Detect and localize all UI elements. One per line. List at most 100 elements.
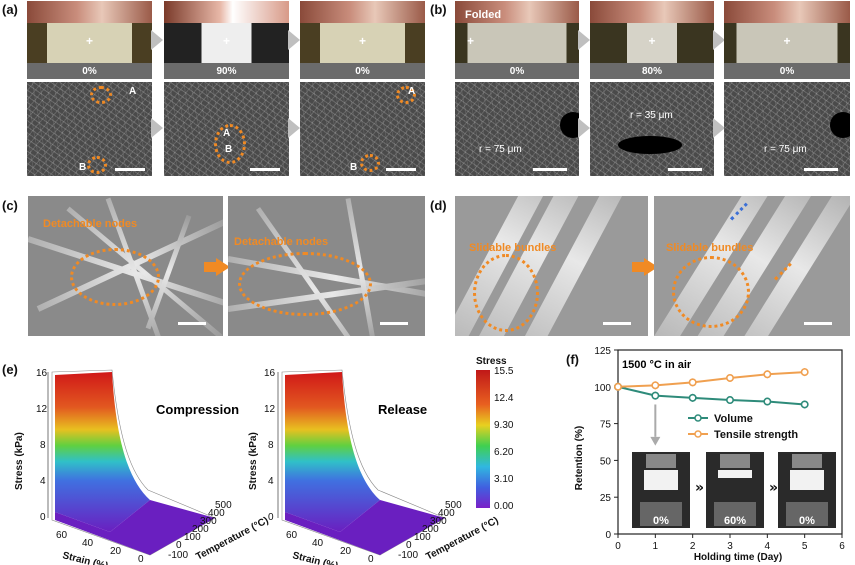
svg-text:100: 100 bbox=[184, 532, 201, 543]
annotation: Slidable bundles bbox=[469, 242, 557, 254]
base-plate bbox=[640, 502, 682, 526]
annotation: Detachable nodes bbox=[234, 236, 329, 248]
data-point bbox=[726, 396, 735, 405]
photo-strain-label: 0% bbox=[653, 515, 669, 527]
data-point bbox=[800, 400, 809, 409]
strain-photo-2: + 90% bbox=[164, 1, 289, 79]
panel-d-label: (d) bbox=[430, 198, 447, 213]
folded-label: Folded bbox=[465, 9, 502, 21]
strain-label: 80% bbox=[641, 66, 662, 77]
svg-text:20: 20 bbox=[110, 546, 122, 557]
base-plate bbox=[714, 502, 756, 526]
colorbar-ticks: 15.5 12.4 9.30 6.20 3.10 0.00 bbox=[494, 366, 514, 512]
condition-label: 1500 °C in air bbox=[622, 359, 692, 371]
y-tick-label: 0 bbox=[605, 530, 611, 541]
svg-text:400: 400 bbox=[208, 508, 225, 519]
sem-image-3: A B bbox=[300, 82, 425, 176]
svg-text:40: 40 bbox=[82, 538, 94, 549]
legend-marker bbox=[694, 430, 702, 438]
panel-c-label: (c) bbox=[2, 198, 18, 213]
svg-text:20: 20 bbox=[340, 546, 352, 557]
y-tick-label: 125 bbox=[594, 346, 611, 357]
svg-text:400: 400 bbox=[438, 508, 455, 519]
svg-text:0: 0 bbox=[40, 512, 46, 523]
sem-bundles-before: Slidable bundles bbox=[455, 196, 648, 336]
x-tick-label: 2 bbox=[690, 541, 696, 552]
compression-z-ticks: 16 12 8 4 0 bbox=[36, 368, 48, 523]
svg-text:0: 0 bbox=[368, 554, 374, 565]
compression-title: Compression bbox=[156, 402, 239, 417]
x-tick-label: 5 bbox=[802, 541, 808, 552]
svg-text:300: 300 bbox=[430, 516, 447, 527]
svg-text:500: 500 bbox=[215, 500, 232, 511]
colorbar bbox=[476, 370, 490, 508]
press-plate bbox=[720, 454, 750, 468]
data-point bbox=[651, 391, 660, 400]
svg-text:3.10: 3.10 bbox=[494, 474, 514, 485]
chevron-right-icon bbox=[151, 30, 163, 50]
x-tick-label: 0 bbox=[615, 541, 621, 552]
chevron-right-icon bbox=[288, 30, 300, 50]
photo-strain-label: 60% bbox=[724, 515, 746, 527]
center-mark: + bbox=[358, 34, 367, 48]
scale-bar bbox=[533, 168, 567, 171]
chevron-right-icon: » bbox=[769, 480, 778, 496]
chevron-right-icon bbox=[713, 118, 725, 138]
chevron-right-icon bbox=[578, 30, 590, 50]
annotation: Detachable nodes bbox=[43, 218, 138, 230]
compression-photo: 0% » bbox=[632, 452, 704, 528]
y-tick-label: 100 bbox=[594, 383, 611, 394]
press-plate bbox=[792, 454, 822, 468]
y-tick-label: 50 bbox=[600, 456, 612, 467]
svg-text:100: 100 bbox=[414, 532, 431, 543]
sem-fold-2: r = 35 μm bbox=[590, 82, 714, 176]
series-line bbox=[617, 371, 805, 388]
strain-photo-1: + 0% bbox=[27, 1, 152, 79]
strain-label: 90% bbox=[216, 66, 237, 77]
strain-photo-3: + 0% bbox=[300, 1, 425, 79]
data-point bbox=[651, 381, 660, 390]
scale-bar bbox=[115, 168, 145, 171]
annotation: Slidable bundles bbox=[666, 242, 754, 254]
press-plate bbox=[646, 454, 676, 468]
sem-bundles-after: Slidable bundles bbox=[654, 196, 850, 336]
radius-label: r = 75 μm bbox=[764, 144, 807, 155]
chevron-right-icon bbox=[578, 118, 590, 138]
release-temp-ticks: 500 400 300 200 100 0 -100 bbox=[398, 500, 462, 561]
svg-text:300: 300 bbox=[200, 516, 217, 527]
center-mark: + bbox=[783, 34, 791, 48]
scale-bar bbox=[250, 168, 280, 171]
svg-text:8: 8 bbox=[268, 440, 274, 451]
photo-strain-label: 0% bbox=[799, 515, 815, 527]
sample-block bbox=[644, 470, 678, 490]
svg-text:60: 60 bbox=[56, 530, 68, 541]
chart-series bbox=[613, 368, 809, 409]
svg-text:0: 0 bbox=[406, 540, 412, 551]
panel-f-label: (f) bbox=[566, 352, 579, 367]
z-axis-label: Stress (kPa) bbox=[14, 432, 25, 490]
svg-text:200: 200 bbox=[422, 524, 439, 535]
arrow-right-icon bbox=[204, 262, 218, 272]
x-axis-label: Holding time (Day) bbox=[694, 552, 782, 563]
svg-text:200: 200 bbox=[192, 524, 209, 535]
chevron-right-icon bbox=[713, 30, 725, 50]
center-mark: + bbox=[222, 34, 231, 48]
radius-label: r = 75 μm bbox=[479, 144, 522, 155]
fold-photo-3: + 0% bbox=[724, 1, 850, 79]
scale-bar bbox=[178, 322, 206, 325]
compression-photo: 0% bbox=[778, 452, 836, 528]
svg-text:500: 500 bbox=[445, 500, 462, 511]
stress-surface-plots: 16 12 8 4 0 Stress (kPa) Compression 60 … bbox=[14, 356, 514, 565]
legend-entry: Tensile strength bbox=[714, 429, 798, 441]
chart-legend: Volume Tensile strength bbox=[688, 413, 798, 441]
svg-text:0: 0 bbox=[268, 512, 274, 523]
scale-bar bbox=[386, 168, 416, 171]
svg-text:40: 40 bbox=[312, 538, 324, 549]
svg-text:0.00: 0.00 bbox=[494, 501, 514, 512]
data-point bbox=[763, 370, 772, 379]
legend-marker bbox=[694, 414, 702, 422]
data-point bbox=[800, 368, 809, 377]
release-title: Release bbox=[378, 402, 427, 417]
data-point bbox=[688, 393, 697, 402]
compression-photos: 0% » 60% » 0% bbox=[632, 404, 836, 528]
